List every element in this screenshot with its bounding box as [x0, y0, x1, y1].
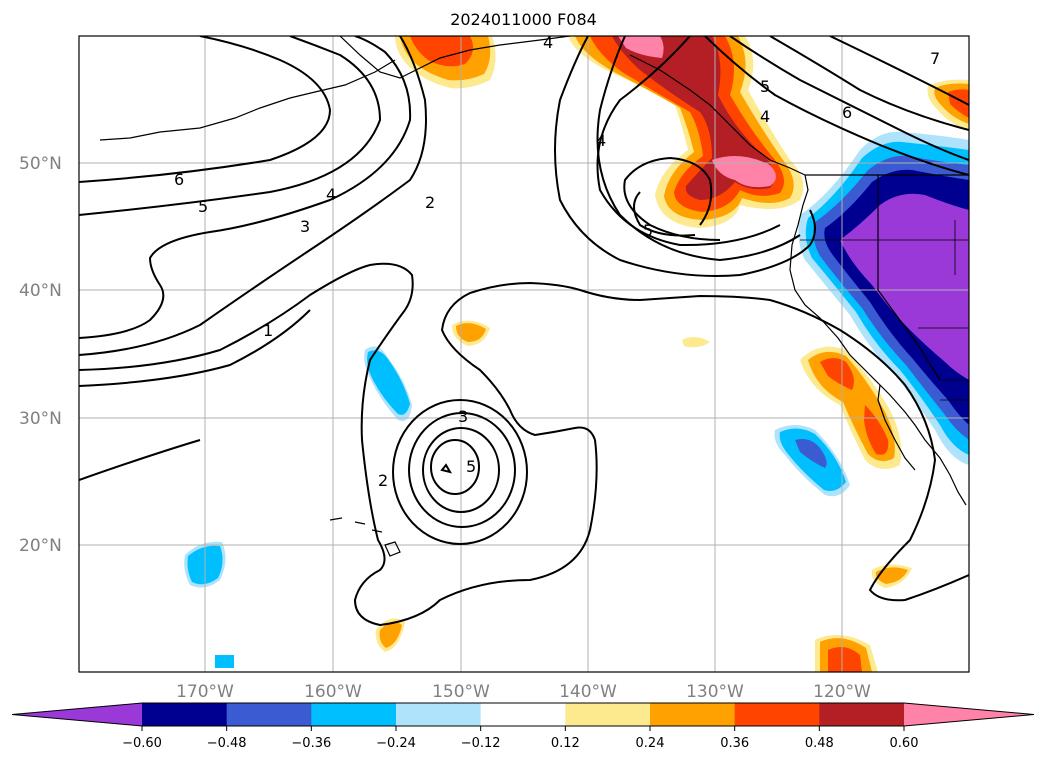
contour-label: 3 [300, 217, 310, 236]
colorbar-segment [396, 703, 482, 726]
contour-label: 6 [174, 170, 184, 189]
latitude-label: 40°N [19, 281, 62, 301]
contour-label: 3 [458, 407, 468, 426]
coastlines [99, 36, 969, 557]
height-contours [79, 36, 969, 627]
negative-anomaly-offshore [774, 425, 850, 497]
colorbar-tick-label: 0.36 [720, 736, 749, 751]
contour-label: 5 [760, 77, 770, 96]
longitude-label: 160°W [304, 682, 362, 702]
colorbar-segment [734, 703, 820, 726]
positive-anomaly-northwest [568, 36, 804, 228]
contour-label: 5 [198, 197, 208, 216]
contour-label: 2 [425, 193, 435, 212]
colorbar-segment [565, 703, 651, 726]
negative-anomaly-small [215, 655, 234, 668]
positive-anomaly-gulf [395, 36, 496, 89]
colorbar-tick-label: −0.60 [122, 736, 162, 751]
colorbar-tick-label: −0.12 [461, 736, 501, 751]
latitude-label: 50°N [19, 154, 62, 174]
colorbar-tick-label: 0.60 [890, 736, 919, 751]
colorbar-tick-label: 0.48 [805, 736, 834, 751]
contour-label: 5 [466, 457, 476, 476]
contour-label: 4 [326, 185, 336, 204]
colorbar-extend-low [12, 703, 142, 726]
colorbar-segment [819, 703, 905, 726]
colorbar-segment [480, 703, 566, 726]
latitude-label: 20°N [19, 536, 62, 556]
colorbar-extend-high [904, 703, 1034, 726]
latitude-label: 30°N [19, 409, 62, 429]
latitude-labels: 50°N 40°N 30°N 20°N [19, 154, 62, 556]
colorbar-segment [311, 703, 397, 726]
contour-label: 7 [930, 49, 940, 68]
colorbar-tick-label: −0.24 [376, 736, 416, 751]
colorbar-tick-label: 0.24 [636, 736, 665, 751]
map-frame [78, 35, 970, 673]
contour-label-group: 6 5 4 3 2 1 4 5 4 5 6 7 4 3 2 5 [174, 33, 940, 490]
contour-label: 4 [596, 131, 606, 150]
positive-anomaly-east-edge [927, 79, 969, 130]
contour-label: 1 [263, 321, 273, 340]
colorbar-segment [226, 703, 312, 726]
colorbar-tick-label: −0.36 [291, 736, 331, 751]
contour-label: 4 [760, 107, 770, 126]
map-content: 6 5 4 3 2 1 4 5 4 5 6 7 4 3 2 5 [79, 33, 969, 672]
longitude-label: 150°W [432, 682, 490, 702]
negative-anomaly-central [364, 346, 412, 421]
longitude-label: 140°W [559, 682, 617, 702]
map-title: 2024011000 F084 [450, 10, 597, 29]
colorbar-tick-label: −0.48 [207, 736, 247, 751]
colorbar-segment [650, 703, 736, 726]
contour-label: 4 [543, 33, 553, 52]
positive-anomaly-baja [800, 346, 902, 469]
contour-label: 2 [378, 471, 388, 490]
colorbar-tick-label: 0.12 [551, 736, 580, 751]
longitude-label: 170°W [176, 682, 234, 702]
longitude-label: 130°W [686, 682, 744, 702]
colorbar: −0.60 −0.48 −0.36 −0.24 −0.12 0.12 0.24 0.36 0.4… [11, 702, 1035, 751]
contour-label: 6 [842, 103, 852, 122]
longitude-label: 120°W [813, 682, 871, 702]
longitude-labels: 170°W 160°W 150°W 140°W 130°W 120°W [176, 682, 871, 702]
colorbar-segment [142, 703, 228, 726]
contour-label: 5 [643, 221, 653, 240]
